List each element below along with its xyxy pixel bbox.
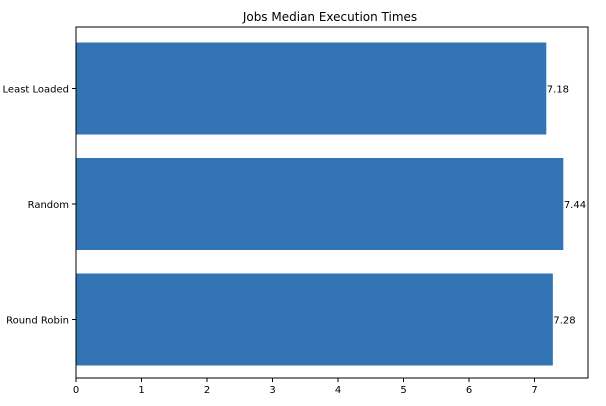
- y-axis: Round Robin Random Least Loaded: [3, 85, 76, 327]
- value-label-random: 7.44: [564, 200, 586, 211]
- x-tick-label-2: 2: [204, 385, 210, 396]
- x-tick-label-7: 7: [531, 385, 537, 396]
- x-axis: 0 1 2 3 4 5 6 7: [73, 378, 538, 396]
- chart-title: Jobs Median Execution Times: [242, 10, 417, 24]
- category-label-round-robin: Round Robin: [6, 316, 69, 327]
- bar-round-robin: [76, 273, 553, 366]
- value-label-round-robin: 7.28: [553, 316, 575, 327]
- x-tick-label-6: 6: [466, 385, 472, 396]
- x-tick-label-0: 0: [73, 385, 79, 396]
- bar-least-loaded: [76, 42, 547, 135]
- value-labels-group: 7.28 7.44 7.18: [547, 85, 586, 327]
- bars-group: [76, 42, 564, 366]
- x-tick-label-3: 3: [269, 385, 275, 396]
- category-label-random: Random: [28, 200, 69, 211]
- bar-random: [76, 158, 564, 250]
- x-tick-label-5: 5: [400, 385, 406, 396]
- value-label-least-loaded: 7.18: [547, 85, 569, 96]
- plot-frame: [75, 26, 589, 379]
- x-tick-label-4: 4: [335, 385, 341, 396]
- x-tick-label-1: 1: [138, 385, 144, 396]
- category-label-least-loaded: Least Loaded: [3, 85, 69, 96]
